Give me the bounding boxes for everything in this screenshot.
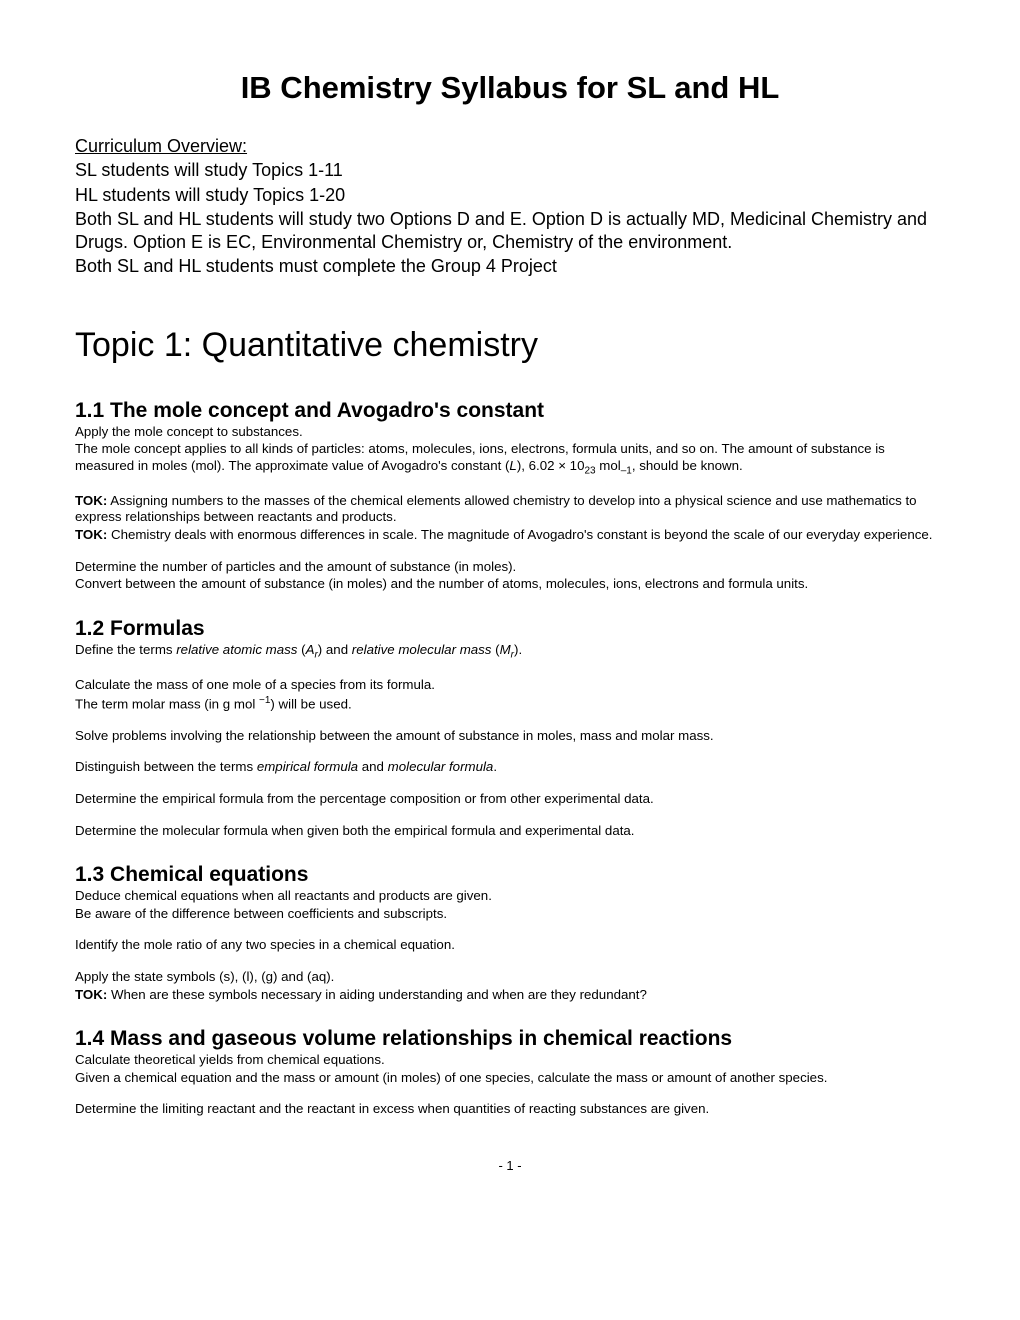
- page-number: - 1 -: [75, 1158, 945, 1173]
- overview-line: HL students will study Topics 1-20: [75, 184, 945, 207]
- text-fragment: The mole concept applies to all kinds of…: [75, 441, 885, 473]
- body-text: The term molar mass (in g mol −1) will b…: [75, 695, 945, 713]
- body-text: TOK: When are these symbols necessary in…: [75, 987, 945, 1004]
- body-text: Apply the mole concept to substances.: [75, 424, 945, 441]
- text-fragment: mol: [596, 458, 621, 473]
- body-text: Be aware of the difference between coeff…: [75, 906, 945, 923]
- body-text: Determine the limiting reactant and the …: [75, 1101, 945, 1118]
- text-fragment-italic: molecular formula: [388, 759, 494, 774]
- body-text: TOK: Chemistry deals with enormous diffe…: [75, 527, 945, 544]
- text-fragment: Chemistry deals with enormous difference…: [107, 527, 932, 542]
- text-fragment: ).: [514, 642, 522, 657]
- overview-line: Both SL and HL students will study two O…: [75, 208, 945, 253]
- tok-label: TOK:: [75, 527, 107, 542]
- body-text: Determine the number of particles and th…: [75, 559, 945, 576]
- text-fragment-italic: L: [509, 458, 516, 473]
- tok-label: TOK:: [75, 987, 107, 1002]
- text-fragment-italic: relative atomic mass: [176, 642, 297, 657]
- text-fragment: ) will be used.: [270, 696, 351, 711]
- section-heading-1-1: 1.1 The mole concept and Avogadro's cons…: [75, 399, 945, 423]
- body-text: Identify the mole ratio of any two speci…: [75, 937, 945, 954]
- section-heading-1-2: 1.2 Formulas: [75, 617, 945, 641]
- body-text: TOK: Assigning numbers to the masses of …: [75, 493, 945, 526]
- overview-line: Both SL and HL students must complete th…: [75, 255, 945, 278]
- section-heading-1-4: 1.4 Mass and gaseous volume relationship…: [75, 1027, 945, 1051]
- body-text: Solve problems involving the relationshi…: [75, 728, 945, 745]
- text-fragment: Assigning numbers to the masses of the c…: [75, 493, 917, 525]
- text-fragment: .: [493, 759, 497, 774]
- body-text: Apply the state symbols (s), (l), (g) an…: [75, 969, 945, 986]
- overview-line: SL students will study Topics 1-11: [75, 159, 945, 182]
- text-fragment: and: [358, 759, 388, 774]
- body-text: The mole concept applies to all kinds of…: [75, 441, 945, 478]
- tok-label: TOK:: [75, 493, 107, 508]
- text-fragment-italic: relative molecular mass: [352, 642, 492, 657]
- superscript: −1: [259, 695, 270, 706]
- body-text: Determine the empirical formula from the…: [75, 791, 945, 808]
- body-text: Given a chemical equation and the mass o…: [75, 1070, 945, 1087]
- text-fragment: Distinguish between the terms: [75, 759, 257, 774]
- text-fragment: (: [491, 642, 499, 657]
- text-fragment: (: [297, 642, 305, 657]
- topic-title: Topic 1: Quantitative chemistry: [75, 326, 945, 365]
- section-heading-1-3: 1.3 Chemical equations: [75, 863, 945, 887]
- text-fragment: ), 6.02 × 10: [517, 458, 585, 473]
- body-text: Distinguish between the terms empirical …: [75, 759, 945, 776]
- main-title: IB Chemistry Syllabus for SL and HL: [75, 70, 945, 106]
- body-text: Define the terms relative atomic mass (A…: [75, 642, 945, 662]
- text-fragment: ) and: [318, 642, 352, 657]
- subscript: –1: [621, 465, 632, 476]
- overview-heading: Curriculum Overview:: [75, 136, 945, 157]
- text-fragment: When are these symbols necessary in aidi…: [107, 987, 647, 1002]
- body-text: Calculate the mass of one mole of a spec…: [75, 677, 945, 694]
- body-text: Convert between the amount of substance …: [75, 576, 945, 593]
- text-fragment: The term molar mass (in g mol: [75, 696, 259, 711]
- body-text: Deduce chemical equations when all react…: [75, 888, 945, 905]
- body-text: Calculate theoretical yields from chemic…: [75, 1052, 945, 1069]
- text-fragment: Define the terms: [75, 642, 176, 657]
- subscript: 23: [584, 465, 595, 476]
- text-fragment-italic: M: [500, 642, 511, 657]
- text-fragment-italic: empirical formula: [257, 759, 358, 774]
- body-text: Determine the molecular formula when giv…: [75, 823, 945, 840]
- text-fragment: , should be known.: [632, 458, 743, 473]
